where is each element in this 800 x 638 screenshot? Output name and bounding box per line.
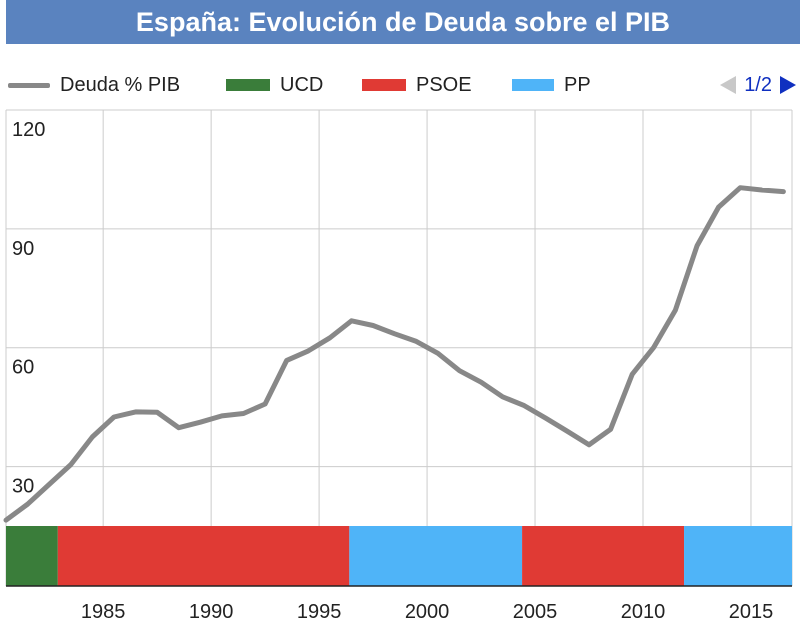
legend: Deuda % PIB UCD PSOE PP (0, 70, 800, 100)
x-tick-label: 2015 (729, 601, 774, 623)
legend-swatch-box (362, 79, 406, 91)
legend-swatch-box (512, 79, 554, 91)
party-band-psoe (522, 526, 685, 586)
legend-swatch-box (226, 79, 270, 91)
party-band-psoe (57, 526, 350, 586)
chart-title: España: Evolución de Deuda sobre el PIB (6, 0, 800, 44)
x-tick-label: 1985 (81, 601, 126, 623)
party-band-pp (684, 526, 792, 586)
legend-label: UCD (280, 73, 324, 96)
x-tick-label: 2005 (513, 601, 558, 623)
pager-text: 1/2 (744, 73, 772, 96)
legend-pager: 1/2 (720, 70, 796, 100)
triangle-right-icon[interactable] (780, 76, 796, 94)
series-line-deuda (3, 185, 786, 523)
y-tick-label: 30 (12, 476, 34, 498)
x-tick-label: 2010 (621, 601, 666, 623)
legend-item-deuda: Deuda % PIB (8, 70, 180, 100)
x-tick-label: 1990 (189, 601, 234, 623)
party-band-ucd (6, 526, 58, 586)
x-tick-label: 1995 (297, 601, 342, 623)
legend-item-ucd: UCD (226, 70, 323, 100)
y-tick-label: 60 (12, 357, 34, 379)
legend-label: Deuda % PIB (60, 73, 181, 96)
legend-label: PSOE (416, 73, 472, 96)
legend-item-pp: PP (512, 70, 591, 100)
party-band-pp (349, 526, 523, 586)
triangle-left-icon[interactable] (720, 76, 737, 94)
y-tick-label: 120 (12, 119, 45, 141)
legend-label: PP (564, 73, 591, 96)
legend-swatch-line (8, 82, 50, 88)
y-tick-label: 90 (12, 238, 34, 260)
x-tick-label: 2000 (405, 601, 450, 623)
legend-item-psoe: PSOE (362, 70, 472, 100)
